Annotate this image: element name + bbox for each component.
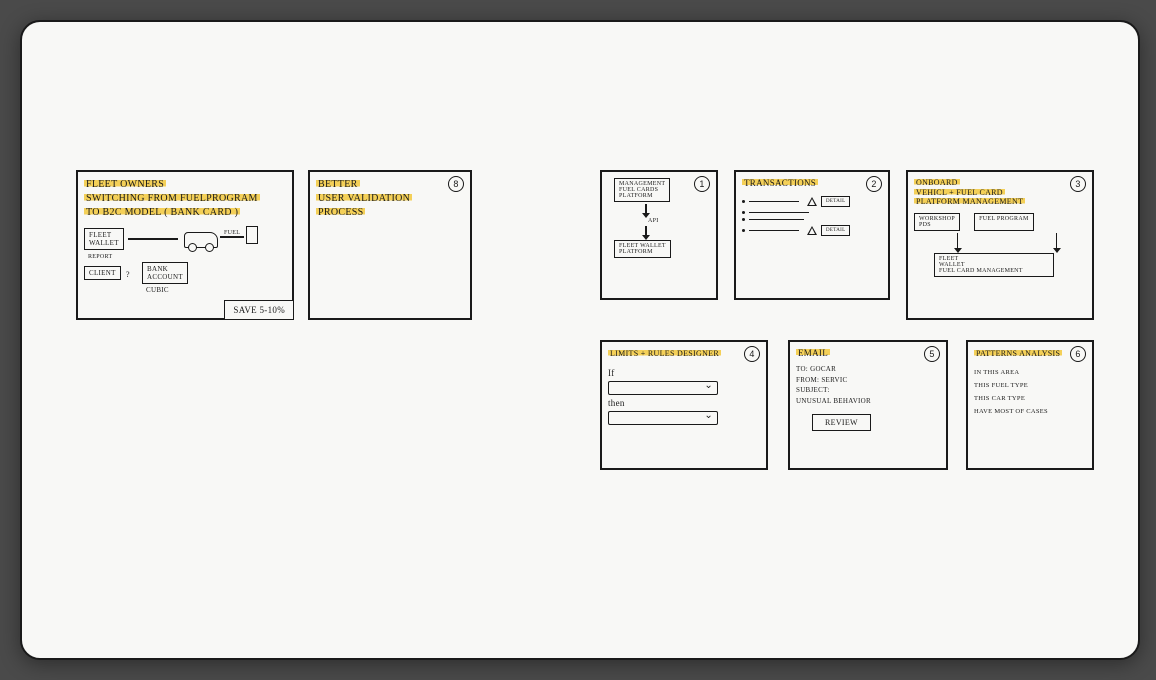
- fuel-pump-icon: [246, 226, 258, 244]
- save-badge: Save 5-10%: [224, 300, 294, 320]
- limits-title: Limits + Rules Designer: [608, 349, 721, 358]
- box-client: Client: [84, 266, 121, 280]
- card-number: 2: [866, 176, 882, 192]
- detail-btn[interactable]: Detail: [821, 196, 850, 207]
- arrow-down-icon: [957, 233, 959, 251]
- label-q: ?: [126, 270, 130, 279]
- card-limits-rules: 4 Limits + Rules Designer If then: [600, 340, 768, 470]
- card-number: 8: [448, 176, 464, 192]
- card-number: 4: [744, 346, 760, 362]
- card-number: 3: [1070, 176, 1086, 192]
- transaction-list: Detail Detail: [742, 196, 882, 236]
- validation-title: Better User Validation Process: [316, 178, 464, 220]
- box-workshop: Workshop PDs: [914, 213, 960, 231]
- label-then: then: [608, 398, 760, 408]
- bullet-icon: [742, 200, 745, 203]
- if-dropdown[interactable]: [608, 381, 718, 395]
- box-fuelprogram: Fuel Program: [974, 213, 1034, 231]
- card-management: 1 Management Fuel Cards Platform API Fle…: [600, 170, 718, 300]
- label-if: If: [608, 368, 760, 378]
- arrow: [128, 238, 178, 240]
- fleet-title: Fleet Owners Switching from FuelProgram …: [84, 178, 286, 220]
- box-fleet-platform: Fleet Wallet Platform: [614, 240, 671, 258]
- card-fleet-owners: Fleet Owners Switching from FuelProgram …: [76, 170, 294, 320]
- fleet-diagram: Fleet Wallet Report Client ? Bank Accoun…: [84, 224, 286, 300]
- patterns-title: Patterns Analysis: [974, 349, 1062, 358]
- transactions-title: Transactions: [742, 178, 818, 188]
- box-fleet-wallet: Fleet Wallet: [84, 228, 124, 250]
- card-patterns: 6 Patterns Analysis In this area This fu…: [966, 340, 1094, 470]
- card-number: 1: [694, 176, 710, 192]
- warning-icon: [807, 226, 817, 236]
- card-transactions: 2 Transactions Detail Detail: [734, 170, 890, 300]
- onboard-title: Onboard Vehicl + Fuel Card Platform Mana…: [914, 178, 1086, 207]
- patterns-list: In this area This fuel type This car typ…: [974, 366, 1086, 418]
- card-email: 5 Email To: GoCar From: Servic Subject: …: [788, 340, 948, 470]
- label-report: Report: [88, 254, 112, 260]
- detail-btn[interactable]: Detail: [821, 225, 850, 236]
- arrow: [220, 236, 244, 238]
- label-api: API: [648, 218, 710, 224]
- box-mgmt-platform: Management Fuel Cards Platform: [614, 178, 670, 202]
- line: [749, 201, 799, 203]
- email-title: Email: [796, 348, 830, 358]
- warning-icon: [807, 197, 817, 207]
- then-dropdown[interactable]: [608, 411, 718, 425]
- review-button[interactable]: Review: [812, 414, 871, 431]
- card-number: 5: [924, 346, 940, 362]
- arrow-down-icon: [645, 204, 647, 216]
- label-cubic: Cubic: [146, 286, 169, 294]
- arrow-down-icon: [1056, 233, 1058, 251]
- email-body: To: GoCar From: Servic Subject: Unusual …: [796, 364, 940, 406]
- car-icon: [184, 232, 218, 248]
- card-validation: 8 Better User Validation Process: [308, 170, 472, 320]
- card-onboard: 3 Onboard Vehicl + Fuel Card Platform Ma…: [906, 170, 1094, 320]
- box-fleet-mgmt: Fleet Wallet Fuel Card Management: [934, 253, 1054, 277]
- box-bank: Bank Account: [142, 262, 188, 284]
- card-number: 6: [1070, 346, 1086, 362]
- arrow-down-icon: [645, 226, 647, 238]
- whiteboard-canvas: Fleet Owners Switching from FuelProgram …: [20, 20, 1140, 660]
